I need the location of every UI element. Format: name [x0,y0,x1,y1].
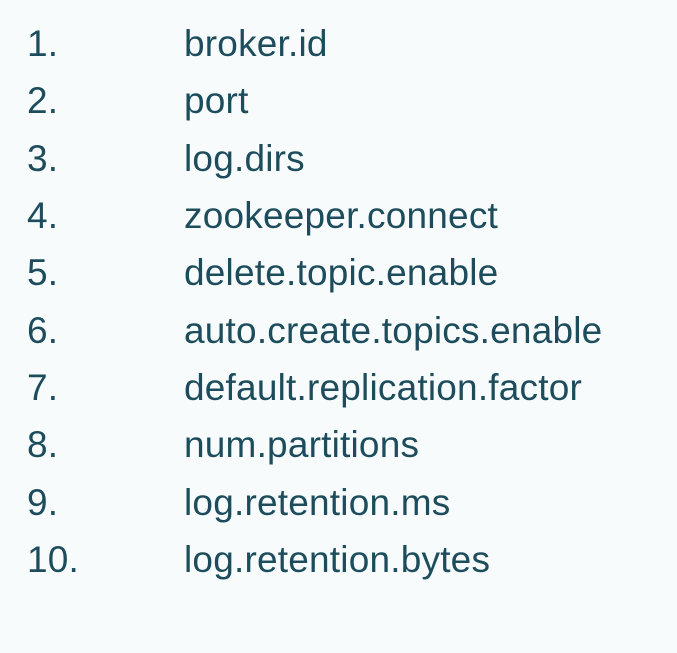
item-name: port [184,80,249,122]
list-item: 4. zookeeper.connect [27,187,602,244]
item-name: log.retention.ms [184,481,451,523]
item-number: 1. [27,23,59,65]
list-item: 7. default.replication.factor [27,359,602,416]
item-number: 10. [27,538,80,580]
item-number: 7. [27,366,59,408]
item-name: log.retention.bytes [184,538,491,580]
item-name: log.dirs [184,137,305,179]
item-number: 8. [27,424,59,466]
item-name: broker.id [184,23,328,65]
list-item: 10. log.retention.bytes [27,531,602,588]
list-item: 3. log.dirs [27,130,602,187]
item-number: 6. [27,309,59,351]
config-list: 1. broker.id 2. port 3. log.dirs 4. zook… [27,15,602,588]
list-item: 6. auto.create.topics.enable [27,301,602,358]
item-name: default.replication.factor [184,366,583,408]
list-item: 2. port [27,72,602,129]
list-item: 1. broker.id [27,15,602,72]
item-number: 2. [27,80,59,122]
item-number: 4. [27,195,59,237]
item-number: 9. [27,481,59,523]
item-number: 5. [27,252,59,294]
item-name: delete.topic.enable [184,252,499,294]
item-name: num.partitions [184,424,420,466]
item-name: auto.create.topics.enable [184,309,603,351]
list-item: 5. delete.topic.enable [27,244,602,301]
item-number: 3. [27,137,59,179]
item-name: zookeeper.connect [184,195,499,237]
list-item: 9. log.retention.ms [27,473,602,530]
list-item: 8. num.partitions [27,416,602,473]
